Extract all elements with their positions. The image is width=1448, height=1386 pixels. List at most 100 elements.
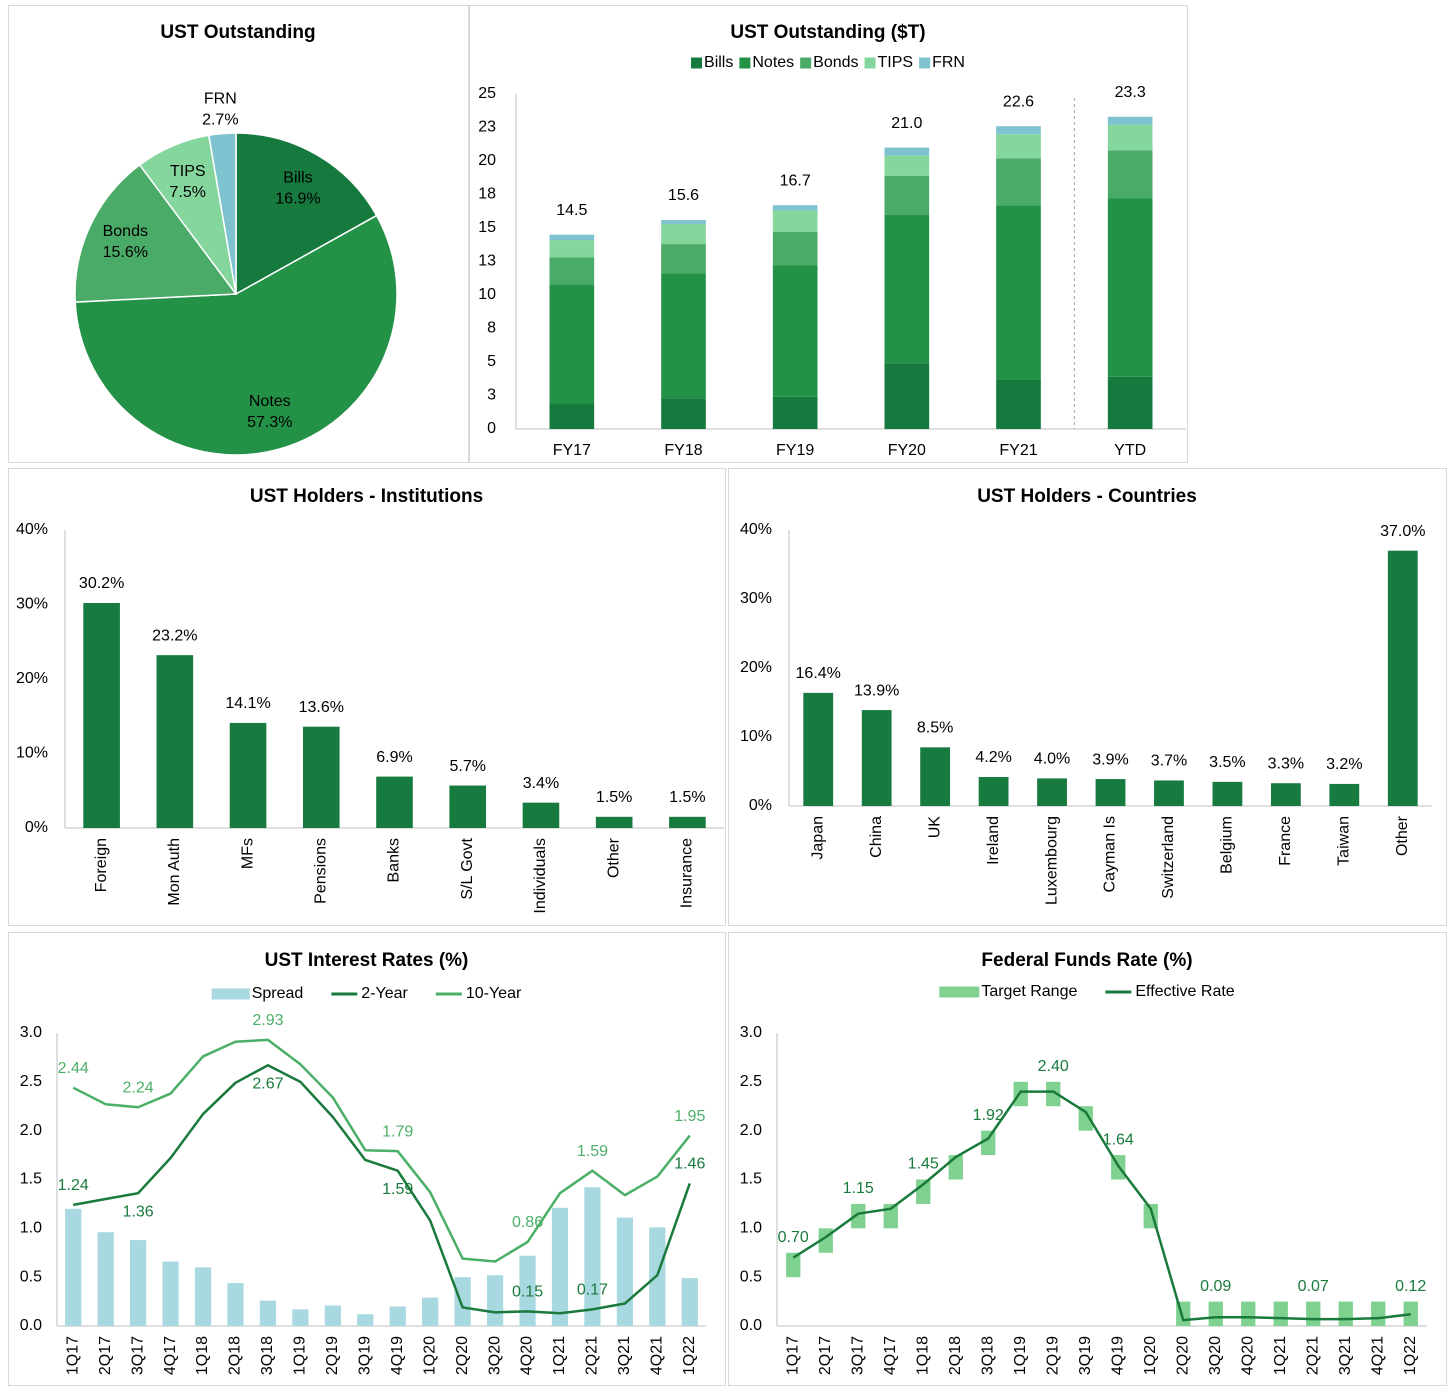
bar-segment <box>772 205 818 211</box>
y-tick-label: 0% <box>749 797 772 814</box>
legend-label: Bills <box>704 54 733 71</box>
y-tick-label: 8 <box>487 320 496 337</box>
value-label: 13.6% <box>299 699 344 716</box>
value-label: 23.2% <box>152 627 197 644</box>
legend-swatch <box>864 57 876 69</box>
x-tick-label: 1Q19 <box>292 1336 309 1375</box>
bar-segment <box>996 379 1041 429</box>
legend-swatch <box>939 986 980 998</box>
x-tick-label: Luxembourg <box>1043 816 1060 905</box>
x-tick-label: 3Q20 <box>486 1336 503 1375</box>
y-tick-label: 10 <box>478 286 496 303</box>
x-tick-label: FY21 <box>999 442 1037 459</box>
slice-value: 2.7% <box>202 112 238 129</box>
slice-label: Notes <box>249 393 291 410</box>
x-tick-label: 3Q17 <box>129 1336 146 1375</box>
total-label: 22.6 <box>1003 93 1034 110</box>
y-tick-label: 40% <box>16 521 48 538</box>
x-tick-label: 3Q21 <box>616 1336 633 1375</box>
x-tick-label: 3Q19 <box>356 1336 373 1375</box>
x-tick-label: 2Q19 <box>1044 1336 1061 1375</box>
x-tick-label: 4Q21 <box>649 1336 666 1375</box>
chart-title: UST Outstanding ($T) <box>730 22 925 43</box>
x-tick-label: 1Q17 <box>784 1336 801 1375</box>
bar-segment <box>549 234 595 241</box>
x-tick-label: Banks <box>386 838 403 882</box>
y-tick-label: 18 <box>478 186 496 203</box>
chart-title: Federal Funds Rate (%) <box>981 950 1192 971</box>
x-tick-label: 4Q21 <box>1369 1336 1386 1375</box>
bar <box>449 785 487 828</box>
x-tick-label: Cayman Is <box>1102 816 1119 892</box>
bar-segment <box>772 232 818 266</box>
value-label: 1.92 <box>973 1107 1004 1124</box>
x-tick-label: 1Q21 <box>551 1336 568 1375</box>
value-label: 4.2% <box>975 749 1011 766</box>
value-label: 1.5% <box>596 789 632 806</box>
x-tick-label: France <box>1277 816 1294 866</box>
bar-segment <box>996 134 1041 159</box>
value-label: 1.64 <box>1103 1131 1134 1148</box>
x-tick-label: Ireland <box>985 816 1002 865</box>
bar <box>229 722 267 828</box>
y-tick-label: 0.0 <box>20 1317 42 1334</box>
bar <box>65 1208 82 1326</box>
value-label: 1.59 <box>577 1143 608 1160</box>
bar-segment <box>996 158 1041 206</box>
panel <box>8 932 726 1386</box>
slice-label: Bills <box>283 170 312 187</box>
y-tick-label: 5 <box>487 353 496 370</box>
x-tick-label: 1Q22 <box>1402 1336 1419 1375</box>
bar <box>389 1306 406 1326</box>
value-label: 4.0% <box>1034 751 1070 768</box>
x-tick-label: 2Q19 <box>324 1336 341 1375</box>
x-tick-label: 2Q21 <box>1304 1336 1321 1375</box>
y-tick-label: 13 <box>478 253 496 270</box>
value-label: 2.67 <box>252 1075 283 1092</box>
bar <box>978 777 1009 806</box>
x-tick-label: Foreign <box>93 838 110 892</box>
y-tick-label: 10% <box>740 728 772 745</box>
value-label: 13.9% <box>854 682 899 699</box>
bar <box>1329 783 1360 806</box>
bar-segment <box>772 265 818 397</box>
y-tick-label: 23 <box>478 119 496 136</box>
x-tick-label: 2Q18 <box>947 1336 964 1375</box>
range-bar <box>948 1155 963 1180</box>
bar <box>324 1305 341 1326</box>
range-bar <box>1046 1081 1061 1107</box>
y-tick-label: 20% <box>16 670 48 687</box>
legend-label: Notes <box>752 54 794 71</box>
bar-segment <box>996 126 1041 135</box>
x-tick-label: 4Q17 <box>882 1336 899 1375</box>
bar <box>454 1277 471 1326</box>
value-label: 1.24 <box>58 1177 89 1194</box>
x-tick-label: 3Q18 <box>259 1336 276 1375</box>
bar <box>616 1217 633 1326</box>
x-tick-label: Switzerland <box>1160 816 1177 899</box>
bar-segment <box>884 175 930 215</box>
y-tick-label: 0.5 <box>740 1268 762 1285</box>
value-label: 1.5% <box>669 789 705 806</box>
x-tick-label: 4Q19 <box>1109 1336 1126 1375</box>
bar <box>522 802 560 828</box>
chart-title: UST Holders - Countries <box>977 486 1197 507</box>
y-tick-label: 1.0 <box>20 1220 42 1237</box>
slice-label: Bonds <box>103 223 148 240</box>
pie-slice <box>207 132 237 295</box>
y-tick-label: 0% <box>25 819 48 836</box>
line <box>73 1063 691 1315</box>
value-label: 3.4% <box>523 775 559 792</box>
value-label: 0.70 <box>778 1229 809 1246</box>
y-tick-label: 2.0 <box>20 1122 42 1139</box>
value-label: 6.9% <box>376 749 412 766</box>
bar <box>669 816 706 828</box>
bar <box>302 726 340 828</box>
y-tick-label: 15 <box>478 219 496 236</box>
pie-slice <box>74 163 238 303</box>
x-tick-label: 1Q17 <box>64 1336 81 1375</box>
total-label: 15.6 <box>668 187 699 204</box>
range-bar <box>1273 1301 1288 1326</box>
value-label: 16.4% <box>796 665 841 682</box>
